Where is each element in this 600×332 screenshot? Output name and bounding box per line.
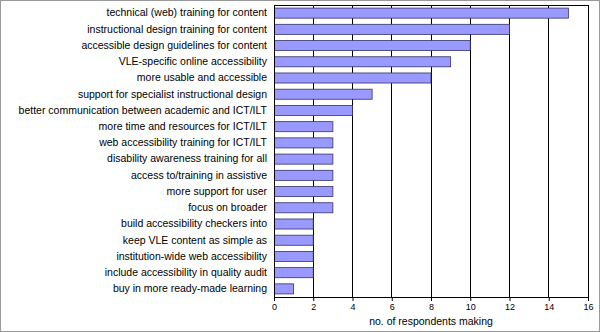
bar bbox=[274, 8, 568, 18]
y-tick-label: accessible design guidelines for content bbox=[81, 39, 267, 51]
x-tick: 6 bbox=[390, 297, 395, 312]
bar bbox=[274, 203, 333, 213]
y-axis: technical (web) training for content inst… bbox=[19, 6, 275, 298]
y-tick: instructional design training for conten… bbox=[87, 23, 274, 35]
bar bbox=[274, 154, 333, 164]
grid-line bbox=[509, 5, 510, 297]
bar bbox=[274, 41, 470, 51]
x-tick: 14 bbox=[544, 297, 554, 312]
y-tick: accessible design guidelines for content bbox=[81, 39, 274, 51]
x-tick-mark bbox=[470, 297, 471, 301]
y-tick-label: technical (web) training for content bbox=[107, 6, 268, 18]
x-tick-mark bbox=[274, 297, 275, 301]
y-tick: buy in more ready-made learning bbox=[113, 282, 274, 294]
y-tick: VLE-specific online accessibility bbox=[119, 55, 274, 67]
bar bbox=[274, 284, 294, 294]
y-tick-label: keep VLE content as simple as bbox=[123, 234, 267, 246]
x-tick: 0 bbox=[272, 297, 277, 312]
y-tick-label: buy in more ready-made learning bbox=[113, 282, 267, 294]
x-tick-mark bbox=[588, 297, 589, 301]
x-tick-label: 2 bbox=[311, 302, 316, 312]
x-tick-label: 16 bbox=[583, 302, 593, 312]
x-tick-mark bbox=[510, 297, 511, 301]
x-tick-label: 10 bbox=[466, 302, 476, 312]
x-tick: 12 bbox=[505, 297, 515, 312]
x-tick-label: 8 bbox=[429, 302, 434, 312]
bar bbox=[274, 105, 353, 115]
bar bbox=[274, 170, 333, 180]
x-tick-mark bbox=[313, 297, 314, 301]
x-tick: 8 bbox=[429, 297, 434, 312]
y-tick-label: access to/training in assistive bbox=[131, 169, 267, 181]
y-tick-label: better communication between academic an… bbox=[19, 104, 268, 116]
bar bbox=[274, 24, 510, 34]
y-tick-label: include accessibility in quality audit bbox=[105, 266, 267, 278]
y-tick-label: web accessibility training for ICT/ILT bbox=[98, 136, 267, 148]
x-tick-label: 14 bbox=[544, 302, 554, 312]
x-tick-mark bbox=[549, 297, 550, 301]
grid bbox=[274, 5, 588, 297]
x-tick-label: 4 bbox=[350, 302, 355, 312]
y-tick-label: build accessibility checkers into bbox=[121, 217, 267, 229]
y-tick: more time and resources for ICT/ILT bbox=[99, 120, 274, 132]
y-tick: keep VLE content as simple as bbox=[123, 234, 274, 246]
x-axis-line bbox=[275, 298, 589, 302]
x-tick-label: 6 bbox=[390, 302, 395, 312]
y-axis-line bbox=[274, 6, 275, 298]
y-tick: support for specialist instructional des… bbox=[78, 88, 274, 100]
bar bbox=[274, 122, 333, 132]
x-tick-mark bbox=[431, 297, 432, 301]
bar bbox=[274, 73, 431, 83]
y-tick-label: instructional design training for conten… bbox=[87, 23, 267, 35]
x-tick-label: 0 bbox=[272, 302, 277, 312]
y-tick: better communication between academic an… bbox=[19, 104, 274, 116]
x-tick-label: 12 bbox=[505, 302, 515, 312]
y-tick-label: institution-wide web accessibility bbox=[116, 250, 267, 262]
grid-line bbox=[548, 5, 549, 297]
y-tick-label: more usable and accessible bbox=[137, 71, 267, 83]
x-tick-mark bbox=[392, 297, 393, 301]
x-tick: 16 bbox=[583, 297, 593, 312]
x-tick: 4 bbox=[350, 297, 355, 312]
x-axis: 0 2 4 6 8 10 12 14 16 bbox=[272, 297, 594, 312]
chart-border bbox=[1, 1, 600, 332]
y-tick-label: disability awareness training for all bbox=[107, 152, 267, 164]
y-tick-label: more support for user bbox=[167, 185, 268, 197]
y-tick: disability awareness training for all bbox=[107, 152, 274, 164]
y-tick: more usable and accessible bbox=[137, 71, 274, 83]
bar bbox=[274, 138, 333, 148]
y-tick: web accessibility training for ICT/ILT bbox=[98, 136, 274, 148]
bar bbox=[274, 268, 313, 278]
x-tick: 10 bbox=[466, 297, 476, 312]
y-tick-label: support for specialist instructional des… bbox=[78, 88, 267, 100]
y-tick: institution-wide web accessibility bbox=[116, 250, 274, 262]
y-tick-label: focus on broader bbox=[188, 201, 267, 213]
bar bbox=[274, 219, 313, 229]
y-tick: access to/training in assistive bbox=[131, 169, 274, 181]
x-axis-title: no. of respondents making bbox=[369, 315, 493, 327]
bar bbox=[274, 89, 372, 99]
x-tick: 2 bbox=[311, 297, 316, 312]
plot: 0 2 4 6 8 10 12 14 16 technical (web) training fo… bbox=[19, 5, 594, 312]
y-tick: technical (web) training for content bbox=[107, 6, 275, 18]
chart: 0 2 4 6 8 10 12 14 16 technical (web) training fo… bbox=[0, 0, 600, 332]
y-tick-label: more time and resources for ICT/ILT bbox=[99, 120, 268, 132]
y-tick-label: VLE-specific online accessibility bbox=[119, 55, 268, 67]
y-tick: more support for user bbox=[167, 185, 274, 197]
bar bbox=[274, 187, 333, 197]
plot-frame bbox=[274, 5, 588, 297]
bar bbox=[274, 251, 313, 261]
x-tick-mark bbox=[353, 297, 354, 301]
y-tick: include accessibility in quality audit bbox=[105, 266, 274, 278]
bar bbox=[274, 57, 451, 67]
y-tick: build accessibility checkers into bbox=[121, 217, 274, 229]
y-tick: focus on broader bbox=[188, 201, 274, 213]
bar bbox=[274, 235, 313, 245]
bars bbox=[274, 8, 568, 294]
